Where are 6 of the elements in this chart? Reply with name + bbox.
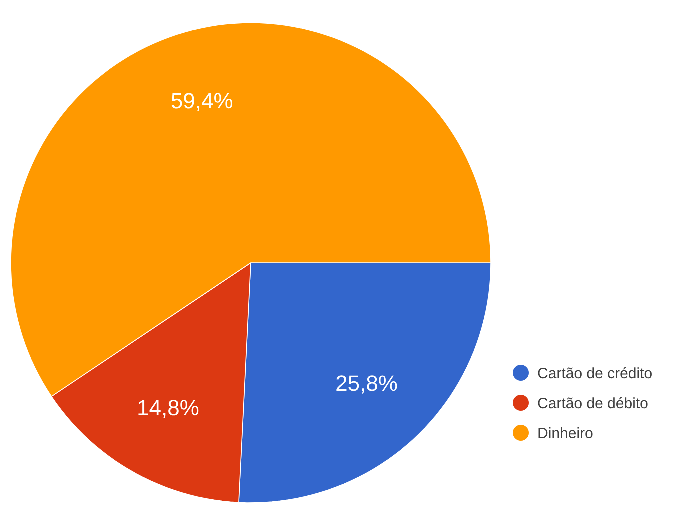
legend-label: Cartão de débito bbox=[538, 397, 648, 409]
data-label: 59,4% bbox=[172, 93, 233, 112]
legend-label: Cartão de crédito bbox=[538, 367, 652, 379]
data-label: 25,8% bbox=[336, 376, 398, 394]
legend-label: Dinheiro bbox=[538, 427, 593, 438]
data-label: 14,8% bbox=[138, 400, 199, 418]
